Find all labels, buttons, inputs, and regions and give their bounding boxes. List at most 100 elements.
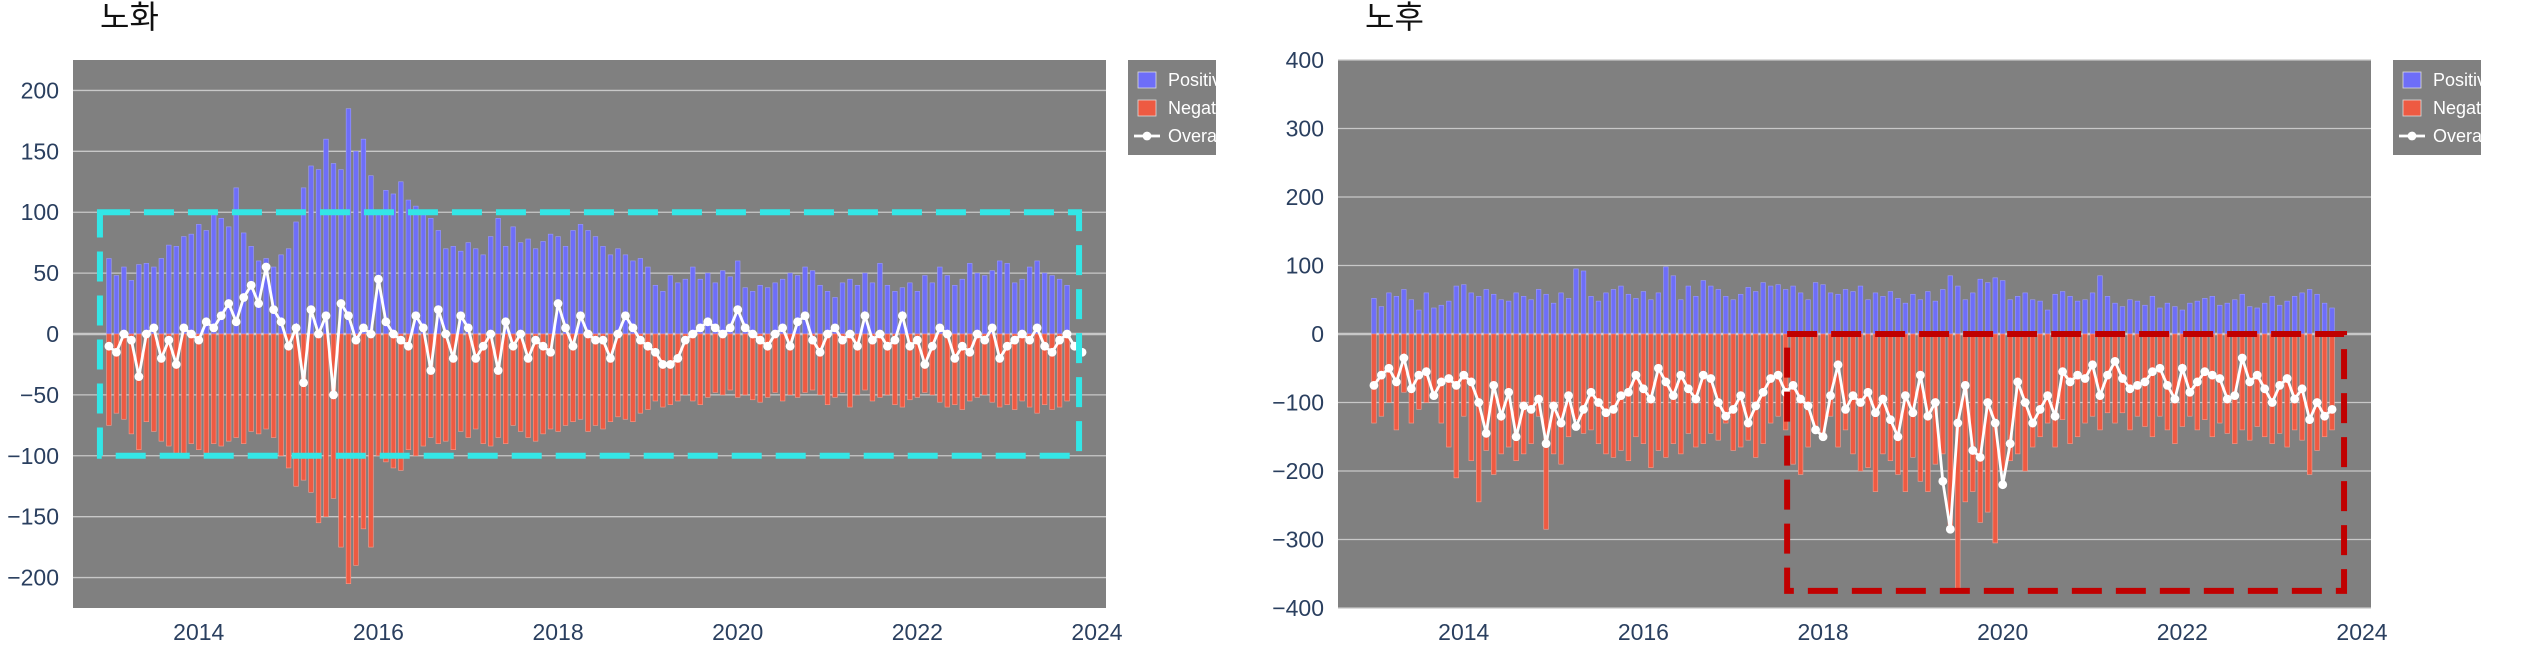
negative-bar xyxy=(128,333,135,435)
y-tick-label: −100 xyxy=(1272,390,1324,416)
legend-label: Negative xyxy=(2433,98,2504,118)
overall-point xyxy=(1631,370,1641,380)
overall-point xyxy=(2028,418,2038,428)
positive-bar xyxy=(1535,289,1542,335)
positive-bar xyxy=(787,272,793,335)
negative-bar xyxy=(1655,333,1662,451)
overall-point xyxy=(725,323,735,333)
negative-bar xyxy=(106,333,112,426)
negative-bar xyxy=(390,333,397,469)
negative-bar xyxy=(308,333,314,493)
overall-point xyxy=(1841,404,1850,414)
positive-bar xyxy=(592,236,599,335)
overall-point xyxy=(2088,360,2097,370)
positive-bar xyxy=(1670,275,1676,335)
negative-bar xyxy=(256,333,262,435)
overall-point xyxy=(531,335,541,345)
negative-bar xyxy=(1700,333,1706,444)
overall-point xyxy=(1960,380,1970,390)
positive-bar xyxy=(1446,300,1452,335)
overall-point xyxy=(636,335,645,345)
legend-label: Positive xyxy=(2433,70,2496,90)
negative-bar xyxy=(1917,333,1923,482)
positive-bar xyxy=(1558,292,1564,335)
overall-point xyxy=(179,323,189,333)
overall-point xyxy=(2065,377,2075,387)
overall-point xyxy=(478,341,488,351)
negative-bar xyxy=(1513,333,1519,462)
positive-bar xyxy=(1453,285,1459,335)
overall-point xyxy=(411,311,421,321)
positive-bar xyxy=(2262,302,2268,335)
overall-point xyxy=(224,299,234,308)
negative-bar xyxy=(884,333,891,396)
y-tick-label: 0 xyxy=(46,321,59,347)
negative-bar xyxy=(982,333,988,396)
overall-point xyxy=(418,323,428,333)
negative-bar xyxy=(443,333,449,442)
overall-point xyxy=(2245,377,2255,387)
positive-bar xyxy=(1513,292,1519,335)
negative-bar xyxy=(375,333,382,457)
positive-bar xyxy=(136,264,142,335)
negative-bar xyxy=(420,333,426,447)
negative-bar xyxy=(974,333,980,398)
negative-bar xyxy=(705,333,711,398)
overall-point xyxy=(2013,377,2023,387)
positive-bar xyxy=(2119,306,2126,335)
x-axis-ticks: 2014 2016 2018 2020 2022 2024 xyxy=(1438,619,2388,645)
overall-point xyxy=(845,329,855,339)
positive-bar xyxy=(2059,291,2066,335)
y-tick-label: 200 xyxy=(1286,184,1324,210)
positive-bar xyxy=(540,241,546,335)
negative-bar xyxy=(495,333,501,438)
positive-bar xyxy=(1476,296,1482,335)
negative-bar xyxy=(682,333,688,396)
negative-bar xyxy=(892,333,898,405)
positive-bar xyxy=(1498,299,1504,335)
overall-point xyxy=(1646,394,1656,404)
overall-point xyxy=(2118,374,2127,383)
negative-bar xyxy=(2224,333,2230,434)
negative-bar xyxy=(1019,333,1025,402)
overall-point xyxy=(1766,374,1776,383)
negative-bar xyxy=(278,333,284,457)
overall-point xyxy=(1451,380,1461,390)
negative-bar xyxy=(330,333,337,499)
negative-bar xyxy=(113,333,120,414)
overall-point xyxy=(126,335,136,345)
overall-point xyxy=(396,335,406,345)
negative-bar xyxy=(1034,333,1040,414)
positive-bar xyxy=(480,254,486,335)
negative-bar xyxy=(637,333,644,414)
chart-title: 노후 xyxy=(1365,0,1424,36)
overall-point xyxy=(1818,432,1828,442)
overall-point xyxy=(1429,391,1439,401)
overall-point xyxy=(1579,404,1588,414)
positive-bar xyxy=(1468,292,1474,335)
overall-point xyxy=(216,311,226,321)
positive-bar xyxy=(1610,289,1617,335)
negative-bar xyxy=(607,333,614,422)
overall-point xyxy=(643,341,653,351)
negative-bar xyxy=(750,333,756,401)
y-axis-ticks: −400 −300 −200 −100 0 100 200 300 400 xyxy=(1272,47,1324,621)
overall-point xyxy=(134,372,144,382)
overall-point xyxy=(156,353,166,363)
overall-point xyxy=(486,329,496,339)
overall-point xyxy=(2305,415,2315,425)
legend-label: Positive xyxy=(1168,70,1231,90)
negative-bar xyxy=(353,333,359,566)
positive-bar xyxy=(1521,296,1527,335)
negative-bar xyxy=(959,333,965,410)
overall-point xyxy=(516,329,526,339)
negative-bar xyxy=(809,333,816,391)
positive-bar xyxy=(1790,285,1796,335)
positive-bar xyxy=(1386,292,1392,335)
positive-bar xyxy=(1947,275,1953,335)
positive-bar xyxy=(1738,293,1744,335)
positive-bar xyxy=(570,230,576,335)
overall-point xyxy=(359,323,368,333)
overall-point xyxy=(1758,387,1768,397)
positive-bar xyxy=(173,246,179,335)
